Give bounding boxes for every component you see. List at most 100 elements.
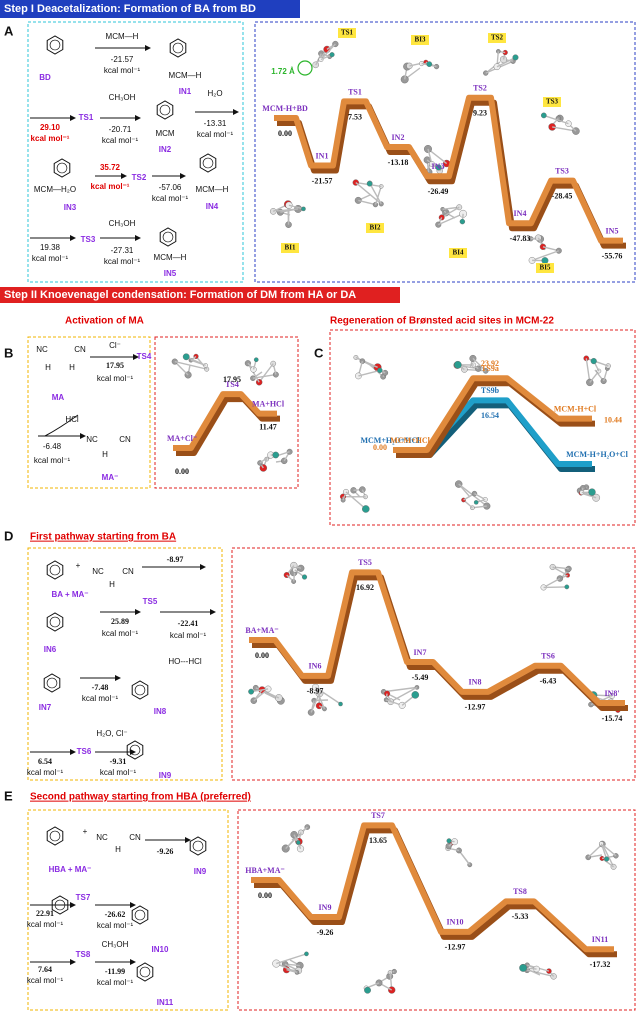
- bond: [600, 843, 608, 860]
- ribbon-shadow: [252, 574, 628, 711]
- atom: [473, 500, 479, 505]
- bond: [288, 204, 304, 210]
- bond: [345, 491, 367, 510]
- energy-label: -5.49: [412, 673, 429, 682]
- bond: [585, 358, 591, 383]
- state-label: TS9a: [481, 364, 499, 373]
- scheme-text: TS5: [143, 597, 158, 606]
- scheme-text: NC: [86, 435, 98, 444]
- scheme-text: H₂O, Cl⁻: [96, 729, 127, 738]
- state-label: MA+HCl: [252, 399, 285, 408]
- energy-label: 11.47: [259, 422, 277, 431]
- benzene-ring: [46, 35, 64, 55]
- state-label: IN8: [469, 678, 482, 687]
- bond-highlight: [297, 60, 313, 76]
- atom: [435, 164, 442, 171]
- scheme-text: -9.31: [110, 757, 127, 766]
- benzene-ring: [189, 836, 207, 856]
- scheme-text: TS1: [79, 113, 94, 122]
- bond: [464, 368, 486, 372]
- structure-tag: BI3: [415, 36, 426, 44]
- scheme-text: 22.91: [36, 909, 54, 918]
- structure-tag: BI2: [370, 224, 381, 232]
- energy-label: 0.00: [175, 467, 189, 476]
- energy-label: 0.00: [255, 651, 269, 660]
- ribbon: [251, 822, 614, 953]
- atom: [182, 353, 190, 361]
- aromatic-circle: [49, 616, 61, 628]
- scheme-text: IN5: [164, 269, 177, 278]
- atom: [301, 574, 308, 580]
- panel-letter: E: [4, 788, 13, 803]
- energy-label: -15.74: [602, 714, 623, 723]
- atom: [540, 112, 547, 119]
- state-label: TS3: [555, 166, 569, 175]
- scheme-box: [27, 809, 229, 1011]
- panel-letter: D: [4, 528, 13, 543]
- scheme-text: 19.38: [40, 243, 61, 252]
- scheme-text: 25.89: [111, 617, 129, 626]
- scheme-text: CH₃OH: [102, 940, 129, 949]
- scheme-box: [27, 21, 244, 283]
- atom: [426, 61, 433, 67]
- atom: [512, 54, 519, 61]
- state-label: IN7: [414, 648, 427, 657]
- aromatic-circle: [162, 231, 174, 243]
- scheme-text: 6.54: [38, 757, 52, 766]
- scheme-text: -9.26: [157, 847, 174, 856]
- profile-box: [237, 809, 636, 1011]
- scheme-text: -6.48: [43, 442, 62, 451]
- scheme-text: IN6: [44, 645, 57, 654]
- scheme-text: TS2: [132, 173, 147, 182]
- scheme-text: IN11: [157, 998, 174, 1007]
- scheme-text: kcal mol⁻¹: [100, 768, 137, 777]
- scheme-text: IN1: [179, 87, 192, 96]
- bond: [285, 831, 302, 850]
- scheme-text: IN8: [154, 707, 167, 716]
- atom: [272, 451, 280, 459]
- state-label: IN3: [432, 162, 445, 171]
- bond: [600, 843, 617, 857]
- scheme-text: IN7: [39, 703, 52, 712]
- state-label: IN2: [392, 133, 405, 142]
- atom: [362, 505, 370, 513]
- scheme-text: kcal mol⁻¹: [170, 631, 207, 640]
- bond: [586, 357, 609, 367]
- scheme-text: kcal mol⁻¹: [31, 134, 70, 143]
- scheme-text: kcal mol⁻¹: [34, 456, 71, 465]
- aromatic-circle: [49, 39, 61, 51]
- bond: [543, 577, 561, 589]
- scheme-text: kcal mol⁻¹: [97, 921, 134, 930]
- scheme-text: H: [69, 363, 75, 372]
- profile-box: [254, 21, 636, 283]
- scheme-text: +: [76, 561, 81, 570]
- energy-label: -17.32: [590, 960, 611, 969]
- bond: [247, 362, 260, 383]
- atom: [366, 180, 373, 187]
- state-label: IN1: [316, 151, 329, 160]
- scheme-text: kcal mol⁻¹: [97, 374, 134, 383]
- atom: [411, 691, 420, 699]
- scheme-text: MCM—H: [106, 32, 139, 41]
- structure-tag: BI1: [285, 244, 296, 252]
- bond: [369, 183, 382, 205]
- profile-box: [154, 336, 299, 489]
- section-title: First pathway starting from BA: [30, 532, 176, 543]
- scheme-text: MCM—H: [196, 185, 229, 194]
- bond: [315, 686, 341, 705]
- benzene-ring: [199, 153, 217, 173]
- scheme-text: kcal mol⁻¹: [102, 629, 139, 638]
- tag-bg: [281, 243, 299, 253]
- state-label: MCM+HCl: [390, 436, 430, 445]
- scheme-text: H: [109, 580, 115, 589]
- atom: [564, 584, 570, 590]
- scheme-text: CH₃OH: [109, 219, 136, 228]
- scheme-text: -22.41: [178, 619, 199, 628]
- bond: [358, 369, 381, 377]
- scheme-text: -7.48: [92, 683, 109, 692]
- state-label: BA+MA⁻: [245, 626, 278, 635]
- bond: [174, 360, 207, 370]
- scheme-text: kcal mol⁻¹: [32, 254, 69, 263]
- atom: [329, 52, 335, 58]
- benzene-ring: [126, 740, 144, 760]
